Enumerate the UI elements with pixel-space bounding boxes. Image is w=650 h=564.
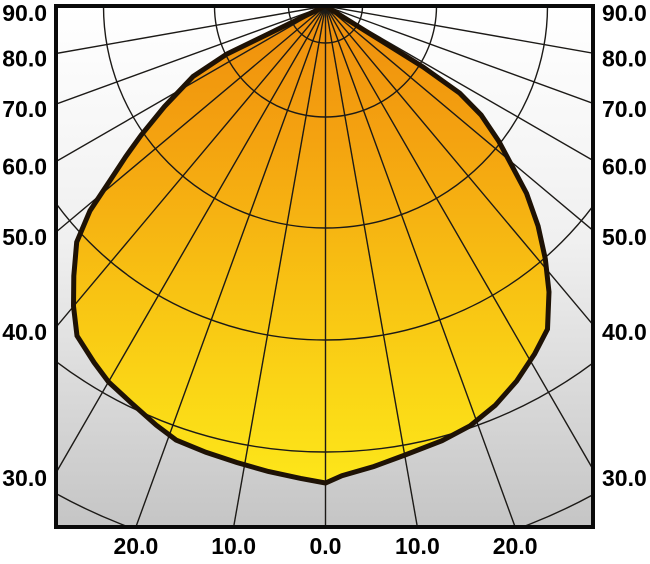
polar-grid-ray [325, 6, 593, 162]
polar-grid-ray [325, 6, 593, 105]
angle-label-right: 50.0 [602, 224, 647, 250]
angle-label-left: 40.0 [2, 319, 47, 345]
angle-label-right: 40.0 [602, 319, 647, 345]
polar-grid-ray [56, 6, 326, 163]
polar-grid-ray [324, 6, 516, 527]
angle-label-bottom: 20.0 [493, 533, 538, 559]
polar-grid-ray [56, 6, 326, 234]
angle-label-left: 80.0 [2, 46, 47, 72]
angle-label-left: 60.0 [2, 154, 47, 180]
chart-frame [54, 4, 595, 529]
angle-label-bottom: 10.0 [395, 533, 440, 559]
angle-label-right: 70.0 [602, 96, 647, 122]
angle-label-bottom: 0.0 [310, 533, 342, 559]
polar-grid-ray [325, 6, 593, 54]
polar-grid-ray [232, 6, 327, 527]
angle-label-left: 70.0 [2, 96, 47, 122]
angle-label-left: 90.0 [2, 0, 47, 26]
polar-grid-ray [135, 6, 327, 527]
polar-grid-ray [56, 6, 326, 55]
angle-label-left: 30.0 [2, 465, 47, 491]
polar-grid-ray [56, 6, 327, 475]
angle-label-right: 90.0 [602, 0, 647, 26]
polar-grid-ray [56, 6, 327, 329]
polar-grid-ray [324, 6, 593, 471]
polar-grid-ray [325, 6, 593, 232]
angle-label-right: 80.0 [602, 46, 647, 72]
angle-label-right: 60.0 [602, 154, 647, 180]
distribution-lobe-outline [70, 6, 552, 486]
polar-grid-ray [324, 6, 593, 326]
polar-grid-ray [56, 6, 326, 105]
angle-label-left: 50.0 [2, 224, 47, 250]
angle-label-bottom: 20.0 [113, 533, 158, 559]
angle-label-right: 30.0 [602, 465, 647, 491]
angle-label-bottom: 10.0 [211, 533, 256, 559]
distribution-lobe-fill [73, 6, 549, 483]
polar-grid-ray [324, 6, 419, 527]
